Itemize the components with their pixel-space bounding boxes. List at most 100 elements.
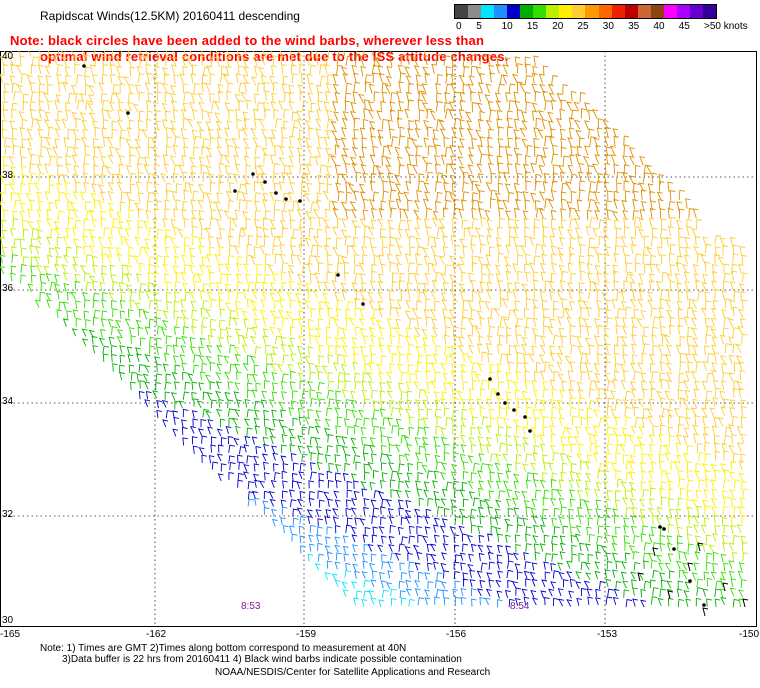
legend-swatch [494, 5, 508, 18]
wind-barb [246, 373, 253, 383]
wind-barb [93, 164, 99, 175]
wind-barb [687, 506, 693, 516]
legend-swatch [546, 5, 560, 18]
wind-barb [575, 525, 582, 534]
wind-barb [449, 163, 456, 173]
wind-barb [56, 183, 63, 193]
wind-barb [497, 252, 504, 263]
wind-barb [335, 390, 341, 400]
wind-barb [613, 164, 620, 175]
wind-barb [216, 136, 223, 147]
wind-barb [218, 444, 224, 453]
wind-barb [28, 51, 32, 57]
wind-barb [309, 462, 316, 471]
wind-barb [656, 517, 662, 526]
wind-barb [198, 210, 205, 220]
wind-barb [629, 298, 636, 309]
wind-barb [225, 65, 232, 76]
wind-barb [172, 173, 179, 184]
wind-barb [685, 198, 691, 209]
wind-barb [193, 354, 200, 363]
wind-barb [309, 64, 316, 75]
wind-barb [348, 317, 355, 327]
wind-barb [139, 110, 145, 121]
wind-barb [683, 271, 690, 282]
wind-barb [548, 588, 554, 597]
wind-barb [361, 380, 368, 390]
wind-barb [44, 111, 51, 121]
wind-barb [436, 119, 444, 130]
wind-barb [683, 427, 690, 437]
wind-barb [598, 580, 606, 590]
wind-barb [297, 362, 304, 371]
wind-barb [42, 92, 49, 102]
wind-barb [307, 409, 313, 418]
wind-barb [496, 599, 503, 608]
wind-barb [584, 353, 591, 363]
wind-barb [363, 590, 370, 599]
wind-barb [387, 417, 393, 426]
quality-flag-circle [336, 273, 340, 277]
wind-barb [525, 63, 531, 74]
wind-barb [344, 235, 352, 246]
wind-barb [723, 469, 729, 479]
wind-barb [237, 54, 244, 65]
wind-barb [523, 500, 530, 509]
wind-barb [125, 164, 132, 175]
wind-barb [9, 182, 16, 192]
wind-barb [264, 90, 271, 101]
wind-barb [566, 599, 573, 607]
wind-barb [524, 171, 531, 182]
wind-barb [407, 364, 414, 374]
legend-label: 0 [456, 21, 462, 32]
wind-barb [282, 75, 289, 86]
wind-barb [649, 434, 655, 444]
wind-barb [276, 290, 283, 300]
wind-barb [296, 507, 303, 516]
wind-barb [389, 109, 396, 120]
wind-barb [139, 308, 145, 318]
wind-barb [624, 541, 630, 551]
wind-barb [416, 145, 423, 156]
wind-barb [367, 461, 374, 470]
legend-label: 20 [552, 21, 564, 32]
wind-barb [515, 198, 521, 210]
wind-barb [474, 373, 481, 383]
wind-barb [296, 147, 303, 157]
wind-barb [461, 271, 467, 282]
wind-barb [261, 453, 268, 462]
wind-barb [436, 226, 444, 237]
wind-barb [431, 217, 438, 227]
wind-barb [485, 181, 492, 192]
wind-barb [90, 236, 96, 245]
wind-barb [477, 118, 484, 130]
wind-barb [279, 51, 284, 57]
wind-barb [333, 362, 339, 371]
wind-barb [639, 443, 645, 453]
wind-barb [33, 182, 40, 192]
wind-barb [521, 111, 527, 122]
wind-barb [217, 354, 223, 364]
wind-barb [387, 570, 394, 579]
wind-barb [589, 181, 597, 192]
wind-barb [621, 336, 628, 346]
wind-barb [102, 99, 109, 110]
wind-barb [183, 326, 189, 335]
wind-barb [398, 480, 405, 490]
wind-barb [169, 155, 176, 165]
wind-barb [164, 381, 172, 391]
wind-barb [299, 129, 305, 140]
wind-barb [263, 461, 269, 470]
wind-barb [304, 119, 311, 130]
wind-barb [667, 426, 674, 437]
wind-barb [182, 171, 188, 182]
wind-barb [578, 291, 584, 302]
wind-barb [40, 136, 47, 147]
wind-barb [350, 390, 356, 400]
wind-barb [324, 208, 331, 219]
wind-barb [363, 506, 369, 516]
wind-barb [354, 297, 360, 308]
wind-barb [263, 380, 270, 389]
wind-barb [648, 534, 655, 543]
wind-barb [624, 552, 631, 561]
